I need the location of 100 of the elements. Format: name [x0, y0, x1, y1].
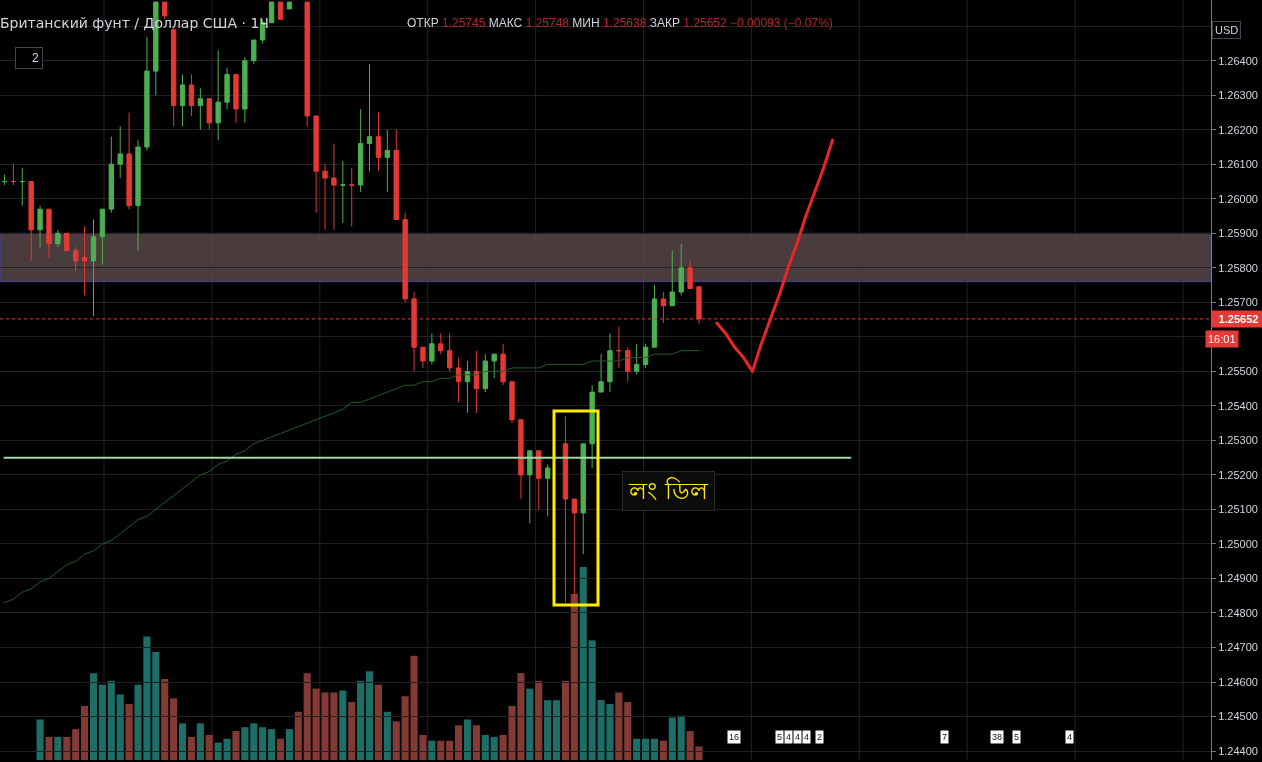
candlestick [331, 143, 337, 231]
y-tick-label: 1.24500 [1218, 710, 1258, 723]
candlestick [108, 136, 114, 214]
annotation: 2 [32, 51, 39, 65]
bar [107, 680, 115, 760]
bar [472, 725, 480, 760]
annotation: 4 [1067, 732, 1073, 742]
y-tick-label: 1.25500 [1218, 365, 1258, 378]
y-tick-label: 1.25900 [1218, 227, 1258, 240]
candlestick [429, 332, 435, 365]
bar [544, 700, 552, 760]
annotation: 5 [1014, 732, 1020, 742]
candlestick [126, 112, 132, 210]
candlestick [598, 353, 604, 393]
y-tick-label: 1.25000 [1218, 537, 1258, 550]
annotation: 38 [992, 732, 1003, 742]
y-tick-label: 1.25800 [1218, 261, 1258, 274]
bar [81, 705, 89, 760]
candlestick [482, 353, 488, 393]
annotation: 4 [795, 732, 801, 742]
bar [170, 698, 178, 760]
candlestick [357, 108, 364, 193]
bar [161, 678, 169, 760]
bar [624, 702, 632, 760]
candlestick [349, 167, 355, 227]
candlestick [340, 160, 346, 224]
bar [561, 680, 569, 760]
candlestick [206, 98, 212, 131]
bar [116, 694, 124, 760]
bar [72, 729, 80, 760]
bar [268, 729, 276, 760]
candlestick [633, 343, 640, 376]
y-axis-title: USD [1215, 24, 1239, 36]
candlestick [393, 129, 399, 221]
candlestick [500, 343, 506, 386]
bar [285, 729, 293, 760]
bar [348, 702, 356, 760]
candlestick [313, 115, 319, 214]
ref-line-label: 1.25652 [1218, 313, 1259, 325]
candlestick [46, 208, 52, 258]
bar [455, 725, 463, 760]
bar [383, 711, 391, 760]
y-tick-label: 1.26200 [1218, 123, 1258, 136]
y-tick-label: 1.26400 [1218, 54, 1258, 67]
candlestick [268, 1, 275, 24]
bar [374, 684, 382, 760]
bar [339, 690, 347, 760]
bar [552, 700, 561, 760]
candlestick [446, 332, 453, 372]
candlestick [580, 443, 586, 555]
annotation: 5 [777, 732, 783, 742]
candlestick [366, 63, 373, 172]
candlestick [286, 1, 293, 10]
bar [98, 684, 106, 760]
bar [178, 723, 187, 760]
bar [196, 723, 204, 760]
candlestick [384, 129, 391, 193]
candlestick [589, 384, 595, 469]
bar [89, 673, 98, 760]
candlestick [518, 419, 524, 500]
candlestick [438, 332, 444, 355]
candlestick [527, 450, 533, 524]
bar [579, 567, 587, 760]
candlestick [375, 112, 382, 172]
candlestick [455, 357, 462, 403]
annotation: 16:01 [1208, 333, 1236, 345]
candlestick [491, 353, 497, 379]
candlestick [651, 284, 658, 348]
y-tick-label: 1.26300 [1218, 89, 1258, 102]
bar [463, 719, 472, 760]
candlestick [277, 1, 284, 20]
candlestick [402, 212, 408, 303]
bar [526, 688, 534, 760]
y-tick-label: 1.26000 [1218, 192, 1258, 205]
candlestick [37, 205, 43, 248]
bar [294, 711, 302, 760]
bar [357, 680, 365, 760]
y-tick-label: 1.25100 [1218, 503, 1258, 516]
bar [303, 673, 311, 760]
candlestick [420, 346, 426, 369]
candlestick [242, 56, 248, 124]
candlestick [607, 332, 613, 393]
candlestick [562, 415, 569, 604]
candlestick [473, 350, 480, 414]
candlestick [616, 326, 622, 369]
candlestick [233, 74, 239, 124]
text: ОТКР 1.25745 МАКС 1.25748 МИН 1.25638 ЗАКР 1.25652 −0.00093 (−0.07%) [407, 16, 833, 30]
bar [481, 734, 489, 760]
bar [259, 727, 267, 760]
candlestick [215, 49, 221, 141]
candlestick [162, 1, 168, 20]
annotation: 2 [817, 732, 823, 742]
bar [570, 594, 578, 760]
candlestick [99, 208, 106, 265]
bar [232, 731, 240, 760]
candlestick [687, 260, 693, 290]
candlestick [188, 74, 195, 117]
candlestick [544, 464, 551, 517]
candlestick [81, 225, 88, 296]
bar [668, 717, 676, 760]
